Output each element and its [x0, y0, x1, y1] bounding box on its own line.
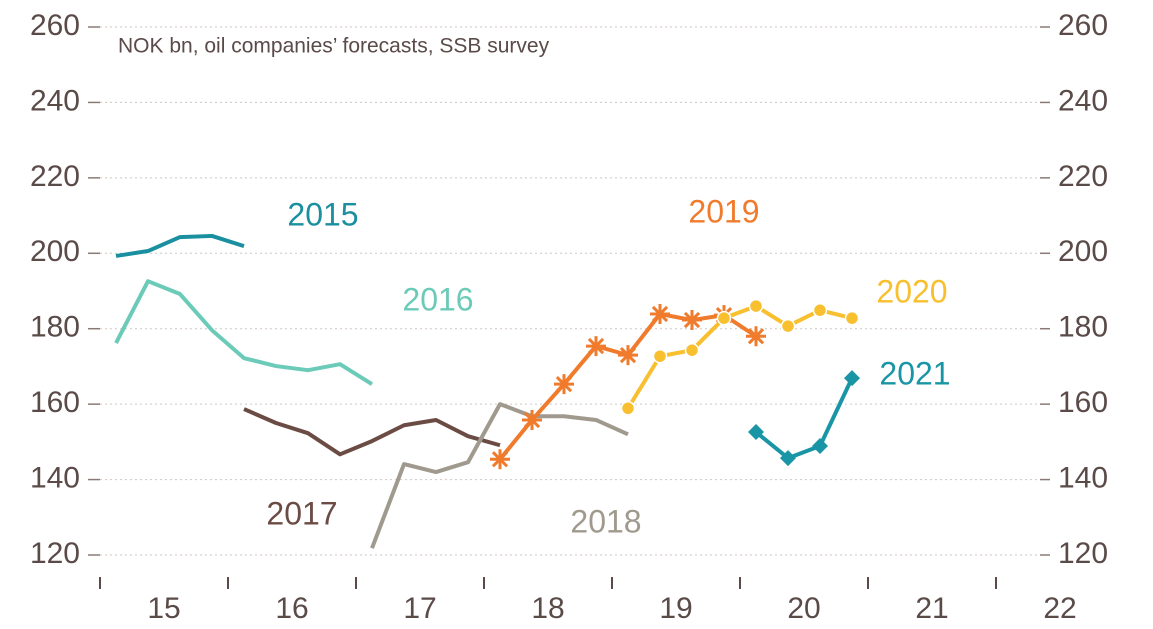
marker	[522, 409, 542, 430]
x-tick-label: 18	[531, 592, 564, 625]
marker	[650, 304, 670, 325]
x-tick-label: 16	[275, 592, 308, 625]
marker	[554, 374, 574, 395]
series-label: 2016	[402, 281, 473, 317]
y-tick-label: 220	[30, 160, 80, 193]
series-line	[114, 279, 374, 386]
series-label: 2018	[570, 503, 641, 539]
series-line	[498, 312, 758, 461]
x-tick-label: 17	[403, 592, 436, 625]
x-tick-label: 15	[147, 592, 180, 625]
marker	[682, 310, 702, 331]
series-line	[370, 402, 629, 549]
marker	[620, 401, 636, 416]
chart-subtitle: NOK bn, oil companies’ forecasts, SSB su…	[118, 35, 550, 58]
marker	[748, 298, 764, 314]
x-tick-label: 21	[915, 592, 948, 625]
y-tick-label: 180	[30, 311, 80, 344]
marker	[684, 342, 700, 358]
marker	[716, 310, 732, 326]
x-tick-label: 22	[1043, 592, 1076, 625]
x-tick-label: 20	[787, 592, 820, 625]
y2-tick-label: 140	[1058, 461, 1108, 494]
marker	[652, 348, 668, 364]
series-label: 2015	[287, 196, 358, 232]
y-tick-label: 120	[30, 537, 80, 570]
y2-tick-label: 220	[1058, 160, 1108, 193]
series-label: 2017	[266, 495, 337, 531]
series-line	[754, 377, 854, 461]
y2-tick-label: 180	[1058, 311, 1108, 344]
y-tick-label: 260	[30, 9, 80, 42]
marker	[748, 424, 764, 441]
marker	[812, 438, 828, 455]
y-tick-label: 200	[30, 235, 80, 268]
y2-tick-label: 200	[1058, 235, 1108, 268]
y2-tick-label: 120	[1058, 537, 1108, 570]
marker	[618, 345, 638, 366]
y-tick-label: 160	[30, 386, 80, 419]
x-tick-label: 19	[659, 592, 692, 625]
marker	[490, 449, 510, 470]
series-label: 2021	[879, 355, 950, 391]
series-line	[115, 233, 245, 258]
marker	[812, 302, 828, 318]
marker	[780, 450, 796, 467]
marker	[746, 326, 766, 347]
y-tick-label: 240	[30, 84, 80, 117]
series-line	[243, 407, 501, 457]
series-label: 2020	[876, 273, 947, 309]
marker	[586, 336, 606, 357]
y2-tick-label: 160	[1058, 386, 1108, 419]
marker	[844, 310, 860, 326]
y2-tick-label: 240	[1058, 84, 1108, 117]
y-tick-label: 140	[30, 461, 80, 494]
marker	[844, 370, 860, 387]
y2-tick-label: 260	[1058, 9, 1108, 42]
marker	[780, 318, 796, 334]
series-label: 2019	[688, 193, 759, 229]
